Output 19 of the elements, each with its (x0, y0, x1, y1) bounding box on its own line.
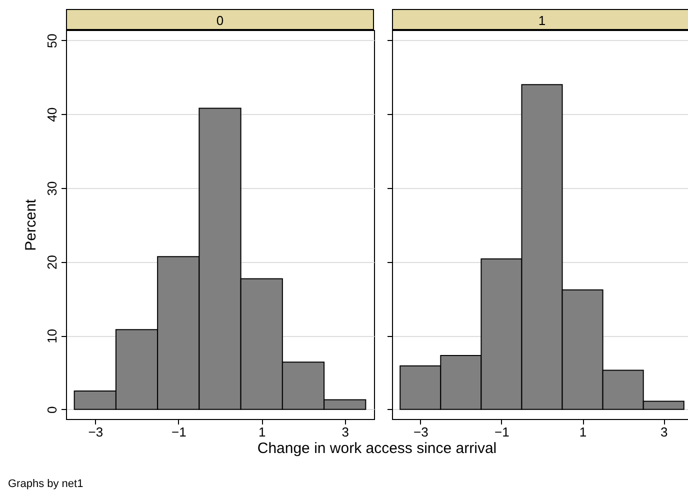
y-tick-label: 10 (44, 328, 60, 344)
text: Graphs by net1 (8, 478, 84, 490)
x-tick-label: −1 (494, 424, 510, 440)
x-tick-label: 3 (660, 424, 668, 440)
x-tick-label: 1 (579, 424, 587, 440)
x-tick-label: −3 (88, 424, 104, 440)
x-tick-label: −3 (413, 424, 428, 440)
chart-title: 1 (392, 9, 688, 30)
chart-title: 0 (66, 9, 374, 30)
y-tick-label: 30 (44, 181, 60, 196)
y-tick-label: 50 (44, 34, 60, 48)
y-tick-label: 0 (44, 406, 60, 414)
y-axis-title: Percent (22, 198, 40, 251)
x-axis-title: Change in work access since arrival (256, 440, 498, 457)
y-tick-label: 40 (44, 107, 60, 122)
x-tick-label: −1 (171, 424, 186, 440)
x-tick-label: 1 (258, 424, 266, 440)
y-tick-label: 20 (44, 255, 60, 270)
x-tick-label: 3 (342, 424, 349, 440)
